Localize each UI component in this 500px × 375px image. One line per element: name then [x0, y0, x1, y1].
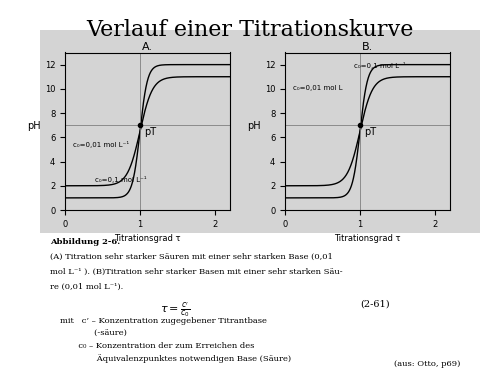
Title: A.: A. [142, 42, 153, 52]
Text: mol L⁻¹ ). (B)Titration sehr starker Basen mit einer sehr starken Säu-: mol L⁻¹ ). (B)Titration sehr starker Bas… [50, 268, 343, 276]
Text: $\tau = \frac{c'}{c_0}$: $\tau = \frac{c'}{c_0}$ [160, 300, 190, 319]
Text: (2-61): (2-61) [360, 300, 390, 309]
Text: Äquivalenzpunktes notwendigen Base (Säure): Äquivalenzpunktes notwendigen Base (Säur… [60, 354, 291, 363]
Y-axis label: pH: pH [27, 121, 40, 131]
X-axis label: Titrationsgrad τ: Titrationsgrad τ [114, 234, 181, 243]
Text: c₀=0,1 mol L⁻¹: c₀=0,1 mol L⁻¹ [94, 176, 146, 183]
Text: mit   c’ – Konzentration zugegebener Titrantbase: mit c’ – Konzentration zugegebener Titra… [60, 317, 267, 325]
Text: c₀ – Konzentration der zum Erreichen des: c₀ – Konzentration der zum Erreichen des [60, 342, 254, 350]
Text: re (0,01 mol L⁻¹).: re (0,01 mol L⁻¹). [50, 283, 123, 291]
Text: Abbildung 2-6.: Abbildung 2-6. [50, 238, 120, 246]
Title: B.: B. [362, 42, 373, 52]
Y-axis label: pH: pH [247, 121, 260, 131]
Text: c₀=0,1 mol L⁻¹: c₀=0,1 mol L⁻¹ [354, 62, 406, 69]
Text: (-säure): (-säure) [60, 329, 127, 337]
Text: Verlauf einer Titrationskurve: Verlauf einer Titrationskurve [86, 19, 413, 41]
Text: (A) Titration sehr starker Säuren mit einer sehr starken Base (0,01: (A) Titration sehr starker Säuren mit ei… [50, 253, 333, 261]
Text: (aus: Otto, p69): (aus: Otto, p69) [394, 360, 460, 368]
Text: pT: pT [144, 127, 156, 137]
X-axis label: Titrationsgrad τ: Titrationsgrad τ [334, 234, 401, 243]
Text: c₀=0,01 mol L⁻¹: c₀=0,01 mol L⁻¹ [73, 141, 130, 148]
Text: pT: pT [364, 127, 376, 137]
Text: c₀=0,01 mol L: c₀=0,01 mol L [293, 85, 343, 91]
